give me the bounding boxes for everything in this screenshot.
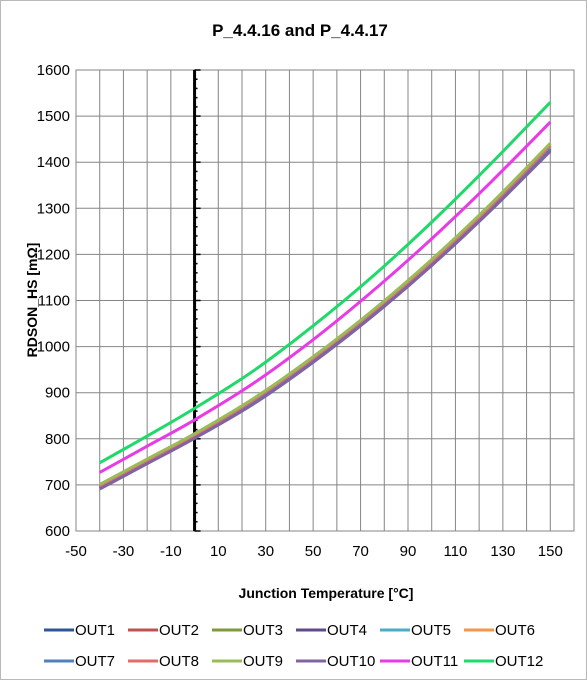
legend-label-out11: OUT11 — [411, 653, 458, 670]
legend-label-out3: OUT3 — [243, 622, 283, 639]
series-line-out11 — [98, 121, 552, 474]
gridlines — [75, 69, 575, 532]
series-line-out10 — [99, 150, 552, 491]
y-tick-label: 1300 — [37, 200, 70, 217]
x-tick-label: 90 — [400, 543, 417, 560]
x-tick-label: -50 — [65, 543, 87, 560]
y-tick-label: 1200 — [37, 246, 70, 263]
y-tick-label: 700 — [45, 477, 70, 494]
chart-title: P_4.4.16 and P_4.4.17 — [212, 21, 388, 40]
series-line-out12 — [98, 101, 552, 465]
x-tick-label: 110 — [443, 543, 467, 560]
y-tick-label: 1600 — [37, 62, 70, 79]
x-tick-label: -30 — [113, 543, 135, 560]
y-tick-label: 600 — [45, 523, 70, 540]
x-tick-label: 50 — [305, 543, 322, 560]
y-tick-label: 800 — [45, 431, 70, 448]
x-tick-label: 150 — [538, 543, 563, 560]
x-tick-label: 30 — [257, 543, 274, 560]
x-tick-label: 70 — [352, 543, 369, 560]
x-tick-label: -10 — [160, 543, 182, 560]
y-tick-label: 1500 — [37, 108, 70, 125]
legend-label-out12: OUT12 — [495, 653, 543, 670]
legend-label-out1: OUT1 — [75, 622, 115, 639]
y-tick-label: 1100 — [38, 293, 70, 310]
legend-label-out10: OUT10 — [327, 653, 375, 670]
legend-label-out6: OUT6 — [495, 622, 535, 639]
legend-label-out4: OUT4 — [327, 622, 367, 639]
y-tick-label: 1400 — [37, 154, 70, 171]
legend-label-out5: OUT5 — [411, 622, 451, 639]
legend-label-out7: OUT7 — [75, 653, 115, 670]
legend-label-out9: OUT9 — [243, 653, 283, 670]
legend: OUT1 OUT2 OUT3 OUT4 OUT5 OUT6 OUT7 OUT8 OUT9 OUT1… — [44, 622, 543, 670]
x-tick-label: 10 — [210, 543, 227, 560]
y-tick-label: 900 — [45, 385, 70, 402]
zero-axis — [193, 69, 201, 532]
series-line-out9 — [99, 142, 552, 486]
legend-label-out2: OUT2 — [159, 622, 199, 639]
tick-labels: 600 700 800 900 1000 1100 1200 1300 1400 1500 1600… — [37, 62, 563, 560]
series-line-out4 — [99, 149, 552, 490]
x-tick-label: 130 — [490, 543, 515, 560]
y-tick-label: 1000 — [37, 339, 70, 356]
legend-label-out8: OUT8 — [159, 653, 199, 670]
plot-area-border — [75, 69, 575, 532]
x-axis-label: Junction Temperature [°C] — [239, 585, 414, 601]
series-lines — [98, 101, 552, 491]
y-axis-label: RDSON_HS [mΩ] — [24, 243, 40, 358]
